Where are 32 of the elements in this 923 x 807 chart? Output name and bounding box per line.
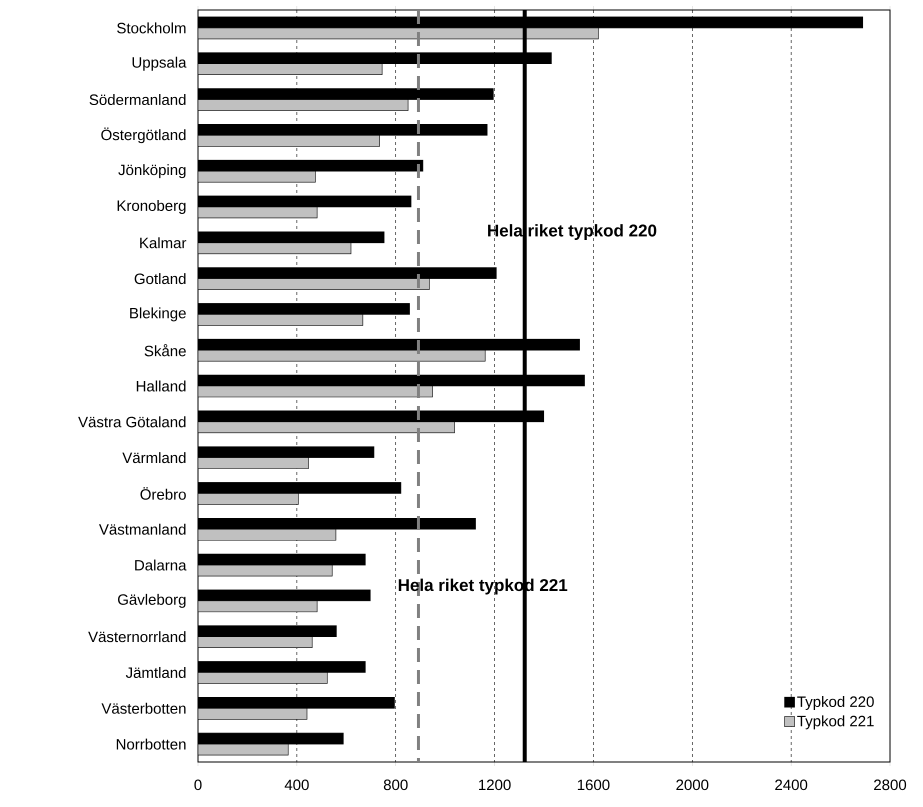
y-tick-label: Gotland: [134, 273, 186, 284]
x-tick-label: 2400: [775, 780, 808, 790]
y-tick-label: Uppsala: [132, 56, 186, 71]
x-tick-label: 400: [284, 780, 309, 790]
x-tick-label: 1600: [578, 780, 610, 790]
y-tick-label: Blekinge: [130, 307, 186, 322]
y-tick-label: Värmland: [122, 452, 186, 464]
x-tick-label: 2000: [676, 780, 708, 790]
ref-line-label: Hela riket typkod 220: [488, 224, 656, 240]
legend-label: Typkod 221: [797, 715, 874, 730]
y-tick-label: Norrbotten: [116, 738, 186, 750]
x-tick-label: 1200: [479, 780, 511, 790]
y-tick-label: Kronoberg: [118, 200, 186, 214]
y-tick-label: Västra Götaland: [78, 416, 186, 428]
y-tick-label: Östergötland: [101, 128, 186, 144]
y-tick-label: Gävleborg: [118, 594, 186, 608]
x-tick-label: 2800: [874, 780, 906, 790]
y-tick-label: Västmanland: [98, 524, 186, 535]
y-tick-label: Kalmar: [140, 237, 186, 248]
y-tick-label: Halland: [136, 380, 186, 392]
y-tick-label: Jönköping: [118, 164, 186, 178]
y-tick-label: Dalarna: [135, 560, 186, 571]
y-tick-label: Jämtland: [126, 666, 186, 678]
x-tick-label: 800: [384, 780, 408, 790]
legend-label: Typkod 220: [797, 696, 874, 710]
y-tick-label: Västerbotten: [101, 702, 186, 714]
y-tick-label: Örebro: [140, 487, 186, 500]
y-tick-label: Västernorrland: [88, 631, 186, 642]
x-tick-label: 0: [194, 780, 202, 790]
y-tick-label: Skåne: [144, 344, 186, 356]
y-tick-label: Södermanland: [90, 94, 186, 106]
y-tick-label: Stockholm: [117, 22, 186, 34]
